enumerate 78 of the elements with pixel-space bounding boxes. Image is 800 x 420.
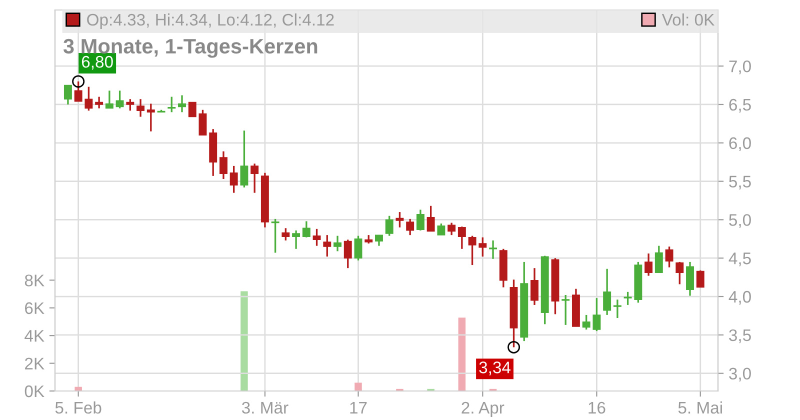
x-tick-label: 16 <box>588 402 606 414</box>
y2-tick-label: 3,5 <box>729 329 751 344</box>
candlestick <box>354 235 362 262</box>
candlestick <box>230 165 238 194</box>
bar <box>240 291 248 391</box>
candlestick <box>323 234 332 258</box>
y-tick-label: 0K <box>24 385 44 398</box>
x-tick-label: 17 <box>350 402 367 414</box>
candlestick <box>188 102 196 118</box>
candlestick <box>665 246 674 268</box>
text: 3 Monate, 1-Tages-Kerzen <box>63 38 318 58</box>
candlestick <box>489 240 498 260</box>
y2-tick-label: 6,0 <box>729 137 751 152</box>
x-tick-label: 3. Mär <box>242 402 288 414</box>
candlestick <box>271 218 280 254</box>
candlestick <box>458 226 466 250</box>
bar <box>354 382 362 391</box>
y2-tick-label: 5,5 <box>729 176 751 190</box>
y-tick-label: 2K <box>25 358 44 370</box>
candlestick <box>219 150 228 180</box>
candlestick <box>426 205 435 232</box>
candlestick <box>250 162 259 194</box>
candlestick <box>292 230 300 250</box>
y-tick-label: 4K <box>24 330 44 342</box>
bar <box>458 318 466 391</box>
candlestick <box>624 291 632 306</box>
candlestick <box>676 261 684 286</box>
y2-tick-label: 4,0 <box>728 290 751 305</box>
candlestick <box>334 235 342 252</box>
candlestick <box>136 98 145 118</box>
annotation: 6,80 <box>82 56 113 70</box>
candlestick <box>396 211 404 228</box>
candlestick <box>84 86 93 112</box>
candlestick <box>105 90 114 110</box>
candlestick <box>448 222 456 236</box>
candlestick <box>696 270 704 288</box>
candlestick <box>168 96 176 113</box>
candlestick <box>530 267 538 306</box>
candlestick <box>116 90 124 110</box>
candlestick <box>613 298 622 319</box>
y2-tick-label: 6,5 <box>729 98 751 113</box>
y2-tick-label: 7,0 <box>729 60 751 74</box>
candlestick <box>416 208 424 232</box>
candlestick <box>126 98 134 112</box>
y2-tick-label: 4,5 <box>728 252 751 266</box>
candlestick <box>406 218 414 236</box>
candlestick <box>686 261 694 297</box>
y2-tick-label: 5,0 <box>729 214 751 228</box>
candlestick <box>344 238 352 269</box>
candlestick <box>437 222 446 236</box>
candlestick <box>312 228 321 247</box>
x-tick-label: 2. Apr <box>462 402 504 417</box>
candlestick <box>385 215 394 237</box>
x-tick-label: 5. Mai <box>678 401 722 414</box>
candlestick <box>282 227 290 242</box>
candlestick <box>146 102 155 132</box>
y-tick-label: 8K <box>24 274 44 286</box>
candlestick <box>64 84 72 106</box>
candlestick <box>178 94 186 113</box>
annotation: 3,34 <box>479 362 510 376</box>
legend-label: Op:4.33, Hi:4.34, Lo:4.12, Cl:4.12 <box>87 13 334 29</box>
candlestick <box>654 244 663 274</box>
legend-label: Vol: 0K <box>662 13 714 26</box>
candlestick <box>95 96 104 110</box>
candlestick <box>375 234 383 247</box>
candlestick <box>198 109 207 136</box>
y-tick-label: 6K <box>25 302 44 314</box>
candlestick <box>240 130 248 188</box>
candlestick <box>592 297 601 332</box>
candlestick <box>603 268 612 316</box>
candlestick <box>582 314 590 330</box>
candlestick <box>644 252 653 277</box>
candlestick <box>302 220 310 238</box>
candlestick <box>562 294 570 326</box>
x-tick-label: 5. Feb <box>55 401 102 414</box>
candlestick <box>478 236 487 258</box>
y2-tick-label: 3,0 <box>729 368 751 382</box>
candlestick <box>468 235 476 266</box>
